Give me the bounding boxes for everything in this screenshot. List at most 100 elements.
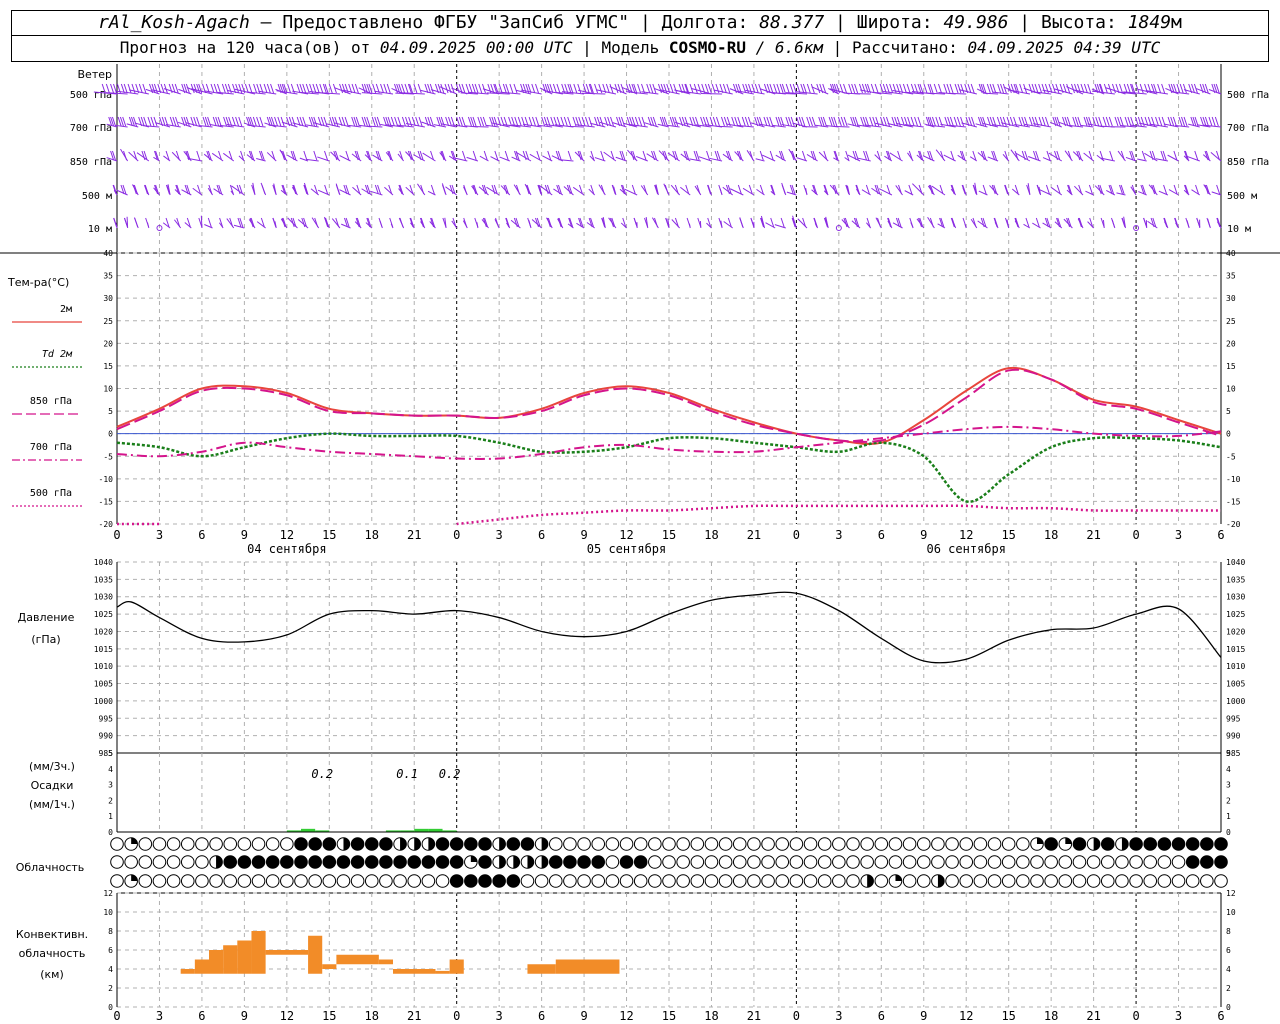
wind-barb-feather [1056, 116, 1061, 127]
wind-barb-feather [329, 116, 334, 127]
wind-barb-shaft [620, 222, 627, 229]
wind-barb [796, 150, 808, 162]
wind-barb-feather [950, 150, 955, 161]
cloud-overcast [308, 855, 322, 869]
wind-barb-feather [935, 116, 940, 127]
wind-barb [1121, 216, 1126, 229]
wind-barb [781, 116, 797, 128]
cloud-cover-symbol [973, 874, 988, 888]
wind-barb-shaft [300, 91, 319, 95]
wind-barb [657, 116, 670, 128]
wind-barb [665, 217, 670, 229]
lat-label: Широта: [856, 12, 933, 33]
wind-barb [795, 83, 818, 95]
wind-barb [389, 217, 394, 229]
wind-barb-feather [697, 217, 702, 228]
wind-barb [875, 116, 893, 128]
wind-barb-feather [303, 184, 308, 195]
conv-cloud-bar [322, 964, 337, 969]
wind-barb-feather [628, 83, 633, 94]
wind-barb-feather [335, 150, 339, 161]
wind-barb-shaft [204, 224, 213, 229]
wind-barb-feather [398, 184, 403, 195]
wind-barb-feather [361, 116, 366, 127]
wind-barb-shaft [116, 189, 128, 196]
wind-barb-feather [119, 116, 124, 127]
cloud-circle [633, 874, 648, 888]
cloud-overcast [308, 837, 322, 851]
wind-barb-shaft [155, 122, 171, 128]
wind-barb-feather [431, 217, 436, 228]
cloud-circle [1200, 874, 1214, 888]
x-tick-label-bottom: 18 [1044, 1009, 1058, 1023]
cloud-cover-symbol [124, 874, 138, 888]
wind-barb-feather [324, 150, 328, 161]
cloud-half [400, 837, 407, 851]
cloud-cover-symbol [1129, 874, 1143, 888]
wind-barb-feather [377, 184, 382, 195]
wind-barb-feather [798, 116, 803, 127]
cloud-cover-symbol [718, 874, 733, 888]
wind-barb-feather [155, 150, 160, 161]
x-tick-label: 15 [662, 528, 676, 542]
wind-barb-feather [472, 116, 477, 127]
wind-barb-feather [468, 83, 473, 94]
wind-barb-feather [844, 217, 849, 228]
wind-barb-feather [217, 116, 222, 127]
wind-barb-feather [1184, 184, 1188, 195]
wind-barb [697, 217, 702, 229]
cloud-cover-symbol [1157, 837, 1172, 851]
wind-barb-feather [1204, 150, 1209, 161]
wind-barb-feather [235, 83, 240, 94]
wind-barb-feather [239, 217, 244, 228]
wind-barb-feather [1149, 150, 1154, 161]
wind-barb [113, 217, 118, 229]
temp-series-line [116, 425, 1222, 460]
wind-barb-feather [176, 184, 181, 195]
wind-barb-shaft [595, 89, 617, 95]
cloud-circle [251, 874, 266, 888]
wind-barb-feather [495, 217, 500, 228]
wind-barb [633, 217, 638, 229]
precip-annotation: 0.2 [311, 767, 333, 781]
wind-barb-feather [810, 150, 815, 161]
wind-barb [448, 150, 457, 162]
wind-barb-feather [165, 150, 170, 161]
wind-barb-feather [582, 83, 587, 94]
wind-barb [155, 116, 171, 128]
wind-barb-feather [366, 116, 371, 127]
cloud-cover-symbol [336, 837, 351, 851]
cloud-circle [166, 874, 181, 888]
wind-barb-feather [344, 116, 349, 127]
wind-barb-feather [434, 83, 439, 94]
wind-barb-feather [452, 217, 457, 228]
wind-barb-feather [348, 83, 353, 94]
cloud-circle [747, 837, 761, 851]
cloud-cover-symbol [732, 874, 747, 888]
wind-barb [599, 116, 617, 128]
wind-barb [291, 184, 298, 196]
wind-barb-feather [1179, 83, 1184, 94]
wind-barb-feather [1206, 217, 1211, 228]
cloud-circle [350, 874, 365, 888]
cloud-cover-symbol [832, 855, 846, 869]
wind-barb-feather [643, 184, 648, 195]
wind-barb-feather [875, 116, 880, 127]
cloud-cover-symbol [1001, 874, 1016, 888]
wind-barb-feather [887, 217, 892, 228]
wind-barb-feather [216, 184, 221, 195]
wind-barb-feather [1077, 116, 1082, 127]
wind-barb-feather [993, 184, 998, 195]
wind-barb-shaft [589, 155, 596, 162]
conv-cloud-bar [194, 959, 209, 974]
wind-barb [704, 116, 723, 128]
wind-barb-feather [1083, 116, 1088, 127]
wind-barb-feather [992, 83, 997, 94]
wind-barb-feather [885, 150, 890, 161]
wind-barb [940, 116, 956, 128]
cloud-circle [223, 837, 238, 851]
wind-barb-shaft [1007, 89, 1031, 95]
wind-barb-feather [940, 150, 945, 161]
wind-barb-feather [537, 184, 542, 195]
wind-barb [1077, 217, 1084, 229]
